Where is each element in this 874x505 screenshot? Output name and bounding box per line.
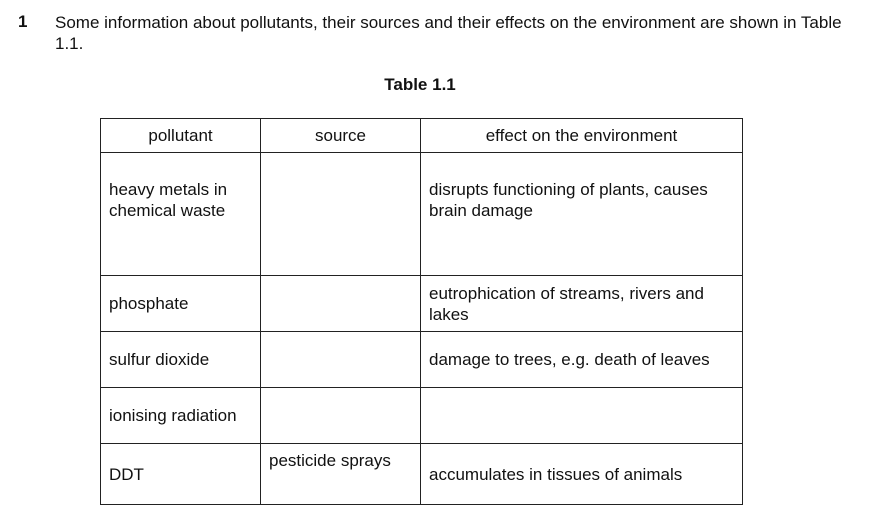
effect-cell: damage to trees, e.g. death of leaves (420, 331, 743, 388)
effect-cell: accumulates in tissues of animals (420, 443, 743, 505)
question-number: 1 (18, 12, 28, 31)
source-cell: pesticide sprays (260, 443, 421, 505)
table-row: sulfur dioxide damage to trees, e.g. dea… (100, 331, 743, 388)
source-cell[interactable] (260, 152, 421, 276)
pollutant-cell: phosphate (100, 275, 261, 332)
table-row: phosphate eutrophication of streams, riv… (100, 275, 743, 332)
pollutant-cell: ionising radiation (100, 387, 261, 444)
source-cell[interactable] (260, 331, 421, 388)
table-row: DDT pesticide sprays accumulates in tiss… (100, 443, 743, 505)
header-pollutant: pollutant (100, 118, 261, 153)
table-row: heavy metals in chemical waste disrupts … (100, 152, 743, 276)
table-row: ionising radiation (100, 387, 743, 444)
table-header-row: pollutant source effect on the environme… (100, 118, 743, 153)
pollutant-table: pollutant source effect on the environme… (100, 118, 743, 505)
source-cell[interactable] (260, 275, 421, 332)
pollutant-cell: heavy metals in chemical waste (100, 152, 261, 276)
pollutant-cell: sulfur dioxide (100, 331, 261, 388)
table-title: Table 1.1 (384, 75, 456, 94)
effect-cell: eutrophication of streams, rivers and la… (420, 275, 743, 332)
source-cell[interactable] (260, 387, 421, 444)
question-intro: Some information about pollutants, their… (55, 13, 842, 53)
pollutant-cell: DDT (100, 443, 261, 505)
effect-cell[interactable] (420, 387, 743, 444)
header-effect: effect on the environment (420, 118, 743, 153)
effect-cell: disrupts functioning of plants, causes b… (420, 152, 743, 276)
header-source: source (260, 118, 421, 153)
